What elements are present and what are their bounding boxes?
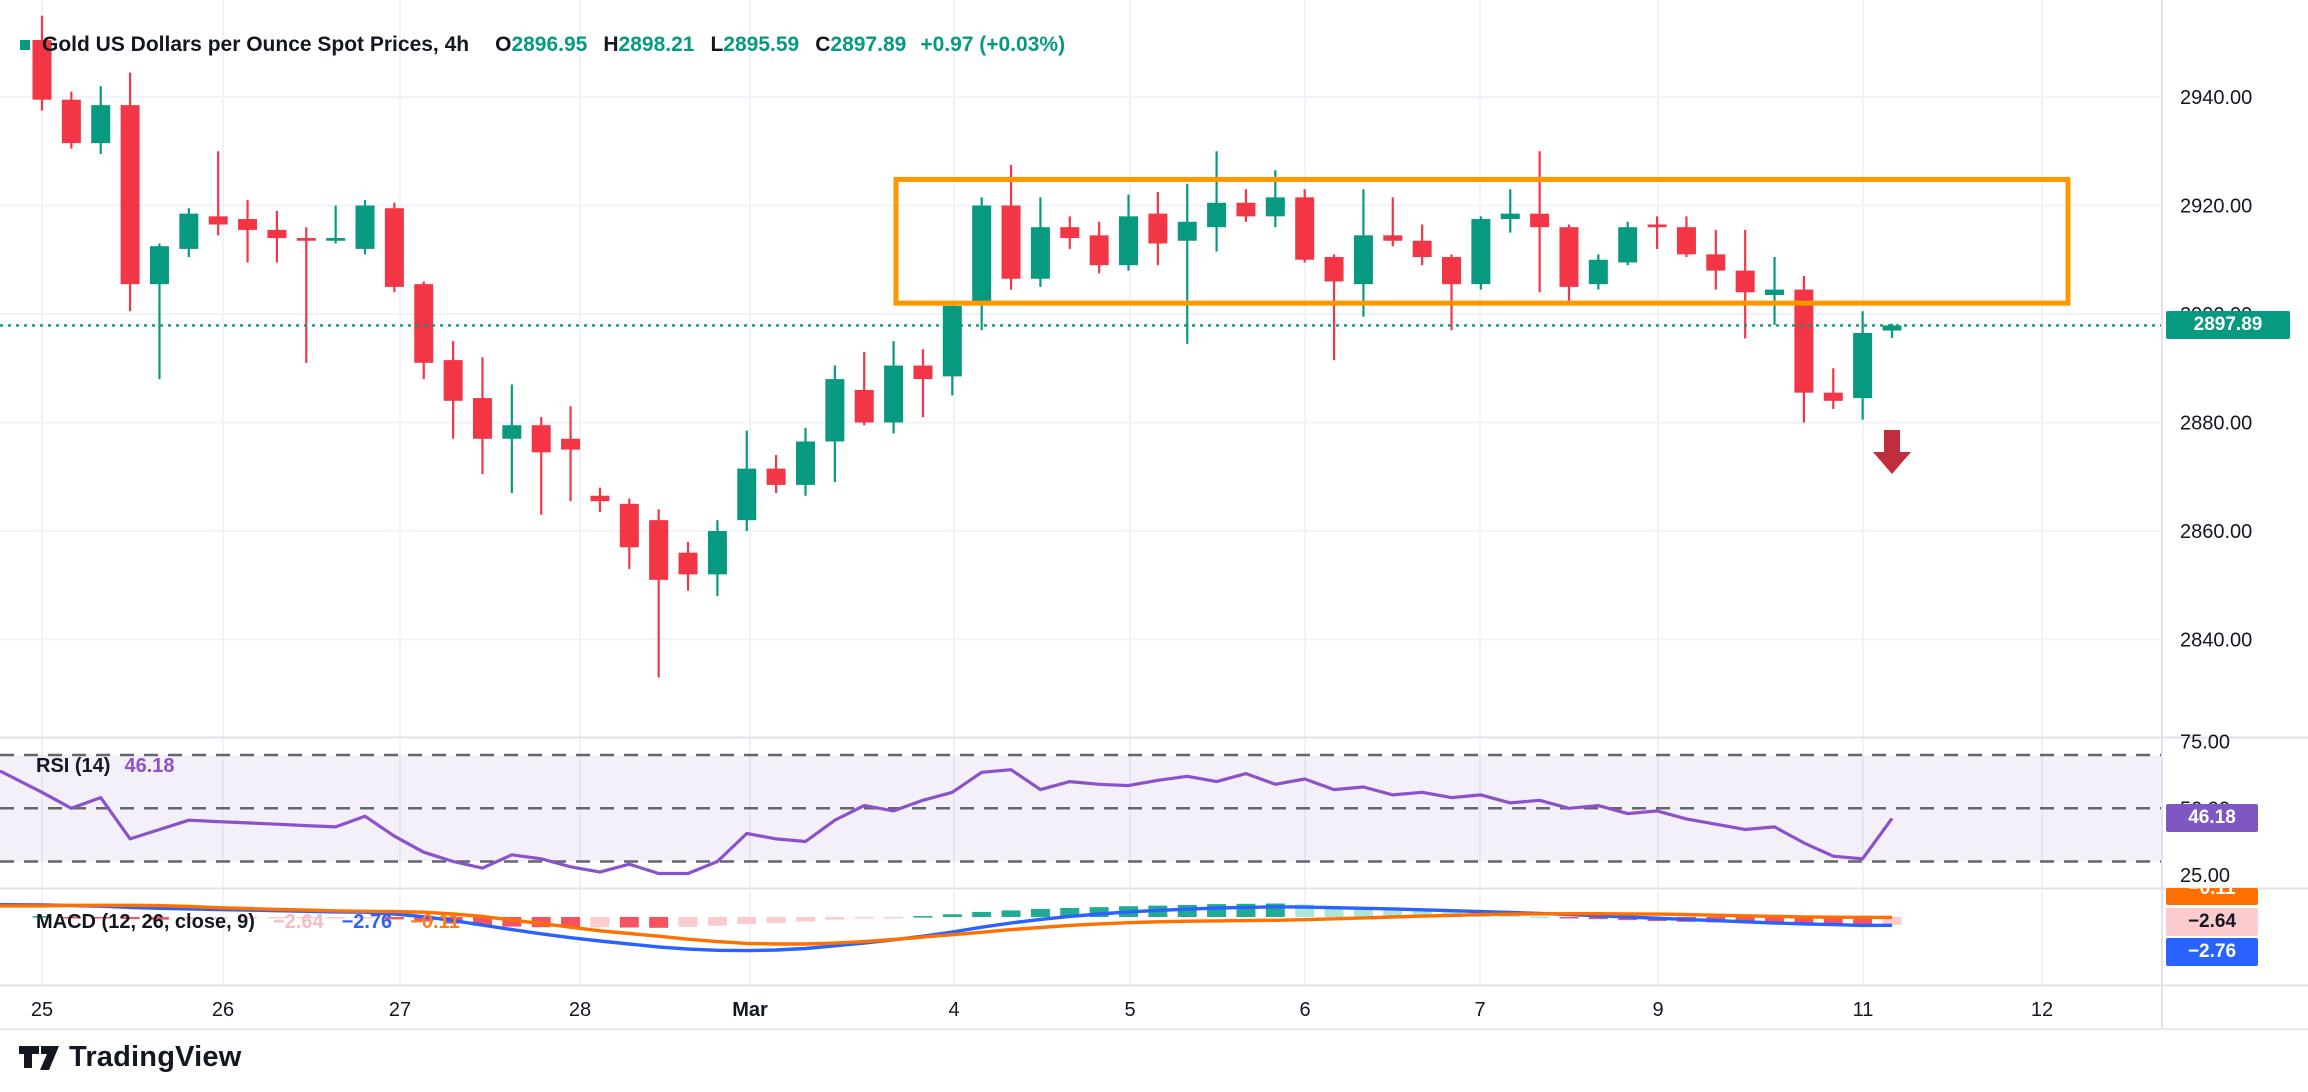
rsi-axis-label: 25.00 bbox=[2180, 865, 2230, 887]
time-axis-label: 26 bbox=[212, 999, 234, 1021]
ohlc-readout: O2896.95 H2898.21 L2895.59 C2897.89 bbox=[495, 33, 907, 56]
current-price-badge: 2897.89 bbox=[2166, 311, 2290, 340]
symbol-legend: Gold US Dollars per Ounce Spot Prices, 4… bbox=[20, 33, 1065, 57]
time-axis-label: 5 bbox=[1124, 999, 1135, 1021]
rsi-legend: RSI (14) 46.18 bbox=[36, 755, 175, 778]
tradingview-logo-icon bbox=[19, 1045, 59, 1070]
symbol-title: Gold US Dollars per Ounce Spot Prices, 4… bbox=[42, 33, 470, 56]
time-axis-label: 6 bbox=[1299, 999, 1310, 1021]
macd-hist-value: −2.64 bbox=[272, 911, 324, 933]
axis-labels: 2940.002920.002900.002880.002860.002840.… bbox=[31, 87, 2252, 1021]
price-axis-label: 2880.00 bbox=[2180, 413, 2252, 435]
time-axis-label: Mar bbox=[732, 999, 768, 1021]
macd-line-badge: −2.76 bbox=[2166, 938, 2258, 966]
time-axis-label: 4 bbox=[948, 999, 959, 1021]
price-change: +0.97 (+0.03%) bbox=[920, 33, 1066, 56]
price-axis-label: 2860.00 bbox=[2180, 521, 2252, 543]
time-axis-label: 12 bbox=[2031, 999, 2053, 1021]
time-axis-label: 25 bbox=[31, 999, 53, 1021]
range-box-annotation bbox=[893, 176, 2071, 306]
rsi-value: 46.18 bbox=[124, 755, 175, 777]
grid-layer bbox=[0, 0, 2162, 985]
price-axis-label: 2840.00 bbox=[2180, 630, 2252, 652]
price-axis-label: 2940.00 bbox=[2180, 87, 2252, 109]
macd-lines bbox=[0, 903, 1893, 953]
brand-name: TradingView bbox=[69, 1041, 242, 1073]
time-axis-label: 27 bbox=[389, 999, 411, 1021]
time-axis-label: 11 bbox=[1853, 999, 1874, 1021]
macd-hist-badge: −2.64 bbox=[2166, 908, 2258, 936]
rsi-axis-label: 75.00 bbox=[2180, 732, 2230, 754]
tradingview-branding: TradingView bbox=[18, 1041, 242, 1074]
macd-signal-value: −0.11 bbox=[410, 911, 460, 933]
time-axis-label: 28 bbox=[569, 999, 591, 1021]
time-axis-label: 7 bbox=[1474, 999, 1485, 1021]
rsi-line bbox=[0, 768, 1894, 876]
time-axis-label: 9 bbox=[1652, 999, 1663, 1021]
pane-separators bbox=[0, 0, 2308, 1030]
chart-canvas[interactable]: 2940.002920.002900.002880.002860.002840.… bbox=[0, 0, 2308, 1030]
rsi-value-badge: 46.18 bbox=[2166, 804, 2258, 833]
annotations[interactable] bbox=[893, 176, 2071, 474]
rsi-pane-layer bbox=[0, 753, 2162, 863]
rsi-label: RSI (14) bbox=[36, 755, 111, 777]
down-arrow-annotation bbox=[1873, 430, 1911, 474]
symbol-marker-icon bbox=[20, 40, 30, 50]
price-axis-label: 2920.00 bbox=[2180, 196, 2252, 218]
macd-line-value: −2.76 bbox=[341, 911, 393, 933]
macd-signal-badge: −0.11 bbox=[2166, 888, 2258, 905]
macd-legend: MACD (12, 26, close, 9) −2.64 −2.76 −0.1… bbox=[36, 911, 460, 934]
candles-layer bbox=[32, 15, 1902, 678]
macd-label: MACD (12, 26, close, 9) bbox=[36, 911, 255, 933]
